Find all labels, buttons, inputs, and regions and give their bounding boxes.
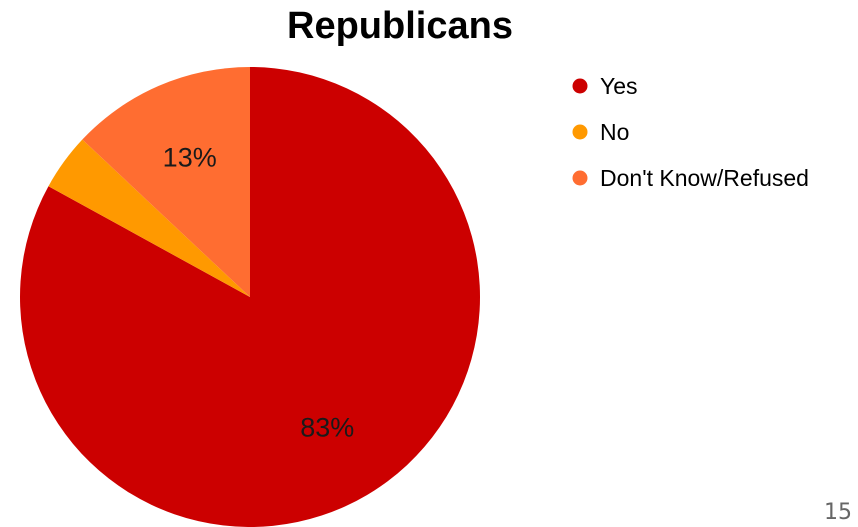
chart-title: Republicans [287,5,513,47]
page-number: 15 [824,500,852,525]
pie-slice-no [48,139,251,297]
legend-marker-yes [572,78,588,94]
pie-slice-yes [20,67,480,527]
legend-label-don-t-know-refused: Don't Know/Refused [600,165,809,191]
slice-label-don-t-know-refused: 13% [163,143,217,173]
pie-slice-don-t-know-refused [82,67,250,297]
pie-slices [20,67,480,527]
pie-slice-labels: 83% 13% [163,143,355,443]
chart-legend: Yes No Don't Know/Refused [572,73,809,191]
legend-marker-no [572,124,588,140]
slice-label-yes: 83% [300,413,354,443]
legend-label-yes: Yes [600,73,638,99]
legend-label-no: No [600,119,629,145]
legend-marker-don-t-know-refused [572,170,588,186]
